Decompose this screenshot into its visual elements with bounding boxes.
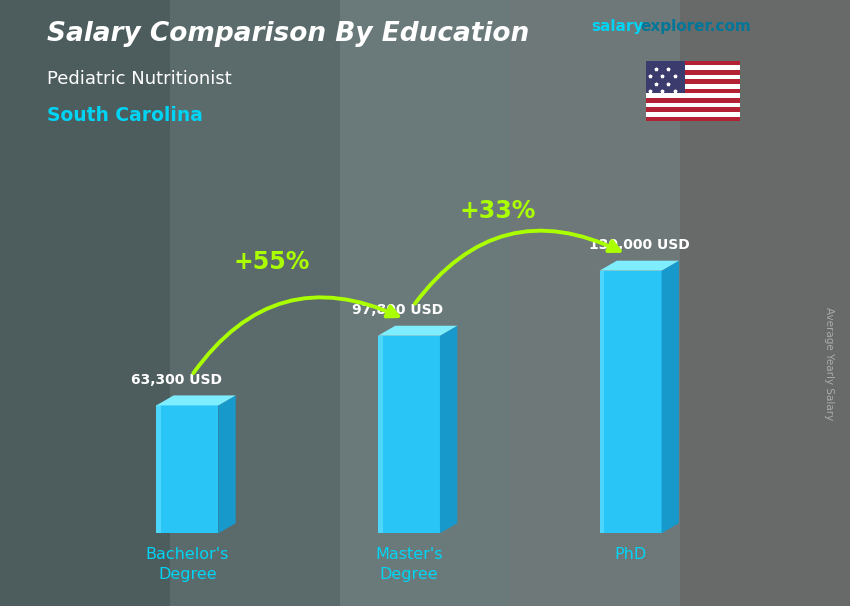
- Bar: [646, 79, 740, 84]
- Bar: [646, 84, 740, 88]
- Polygon shape: [378, 325, 457, 336]
- Bar: [646, 61, 685, 93]
- Text: Pediatric Nutritionist: Pediatric Nutritionist: [47, 70, 231, 88]
- Bar: [646, 112, 740, 116]
- Bar: [599, 271, 604, 533]
- Bar: [646, 70, 740, 75]
- Bar: [646, 102, 740, 107]
- Text: +33%: +33%: [459, 199, 536, 222]
- Bar: [646, 61, 740, 65]
- Bar: [646, 93, 740, 98]
- Bar: [156, 405, 162, 533]
- Polygon shape: [440, 325, 457, 533]
- Bar: [646, 116, 740, 121]
- Text: 63,300 USD: 63,300 USD: [131, 373, 222, 387]
- Text: South Carolina: South Carolina: [47, 106, 202, 125]
- Bar: [599, 271, 661, 533]
- Bar: [646, 88, 740, 93]
- Bar: [680, 0, 850, 606]
- Text: 130,000 USD: 130,000 USD: [589, 238, 689, 252]
- Text: +55%: +55%: [234, 250, 309, 275]
- Bar: [0, 0, 170, 606]
- Bar: [156, 405, 218, 533]
- Bar: [378, 336, 382, 533]
- Text: Salary Comparison By Education: Salary Comparison By Education: [47, 21, 529, 47]
- Bar: [646, 75, 740, 79]
- Polygon shape: [661, 261, 679, 533]
- Text: salary: salary: [591, 19, 643, 35]
- Bar: [378, 336, 440, 533]
- Bar: [646, 65, 740, 70]
- Polygon shape: [218, 395, 235, 533]
- Bar: [646, 98, 740, 102]
- Bar: [646, 107, 740, 112]
- Bar: [170, 0, 340, 606]
- Bar: [340, 0, 510, 606]
- Text: Average Yearly Salary: Average Yearly Salary: [824, 307, 834, 420]
- Polygon shape: [599, 261, 679, 271]
- Text: 97,800 USD: 97,800 USD: [352, 304, 444, 318]
- Text: explorer.com: explorer.com: [640, 19, 751, 35]
- Polygon shape: [156, 395, 235, 405]
- Bar: [510, 0, 680, 606]
